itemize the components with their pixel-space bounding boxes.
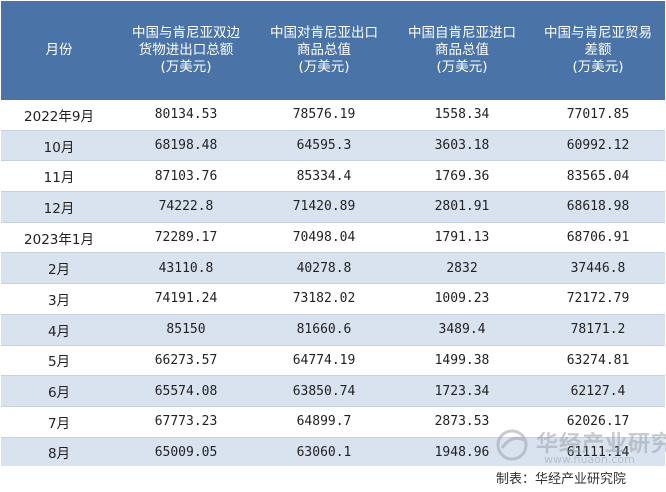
column-header-line: 商品总值 — [297, 42, 351, 58]
month-cell: 12月 — [1, 191, 117, 223]
value-cell: 61111.14 — [531, 437, 665, 469]
column-header-line: 中国与肯尼亚双边 — [132, 25, 240, 41]
footer — [0, 466, 666, 492]
column-header-1: 中国与肯尼亚双边 货物进出口总额 (万美元) — [117, 1, 255, 100]
value-cell: 60992.12 — [531, 130, 665, 162]
table-row: 10月 68198.48 64595.3 3603.18 60992.12 — [1, 130, 665, 162]
value-cell: 72172.79 — [531, 283, 665, 315]
column-header-line: 中国对肯尼亚出口 — [270, 25, 378, 41]
table-header: 月份 中国与肯尼亚双边 货物进出口总额 (万美元) 中国对肯尼亚出口 商品总值 (万美元) 中… — [1, 1, 665, 100]
column-header-line: 中国与肯尼亚贸易 — [544, 25, 652, 41]
value-cell: 1723.34 — [393, 375, 531, 407]
value-cell: 2832 — [393, 252, 531, 285]
table-row: 3月 74191.24 73182.02 1009.23 72172.79 — [1, 283, 665, 315]
value-cell: 67773.23 — [117, 406, 255, 438]
trade-table: 月份 中国与肯尼亚双边 货物进出口总额 (万美元) 中国对肯尼亚出口 商品总值 (万美元) 中… — [1, 1, 665, 469]
value-cell: 1791.13 — [393, 222, 531, 254]
table-body: 2022年9月 80134.53 78576.19 1558.34 77017.85 10… — [1, 100, 665, 469]
column-header-4: 中国与肯尼亚贸易 差额 (万美元) — [531, 1, 665, 100]
month-cell: 11月 — [1, 160, 117, 193]
column-header-line: 中国自肯尼亚进口 — [408, 25, 516, 41]
value-cell: 3603.18 — [393, 130, 531, 162]
column-header-line: (万美元) — [298, 59, 350, 75]
column-header-line: 月份 — [45, 42, 73, 58]
table-row: 2022年9月 80134.53 78576.19 1558.34 77017.85 — [1, 100, 665, 131]
value-cell: 65574.08 — [117, 375, 255, 407]
value-cell: 1558.34 — [393, 100, 531, 131]
value-cell: 72289.17 — [117, 222, 255, 254]
column-header-3: 中国自肯尼亚进口 商品总值 (万美元) — [393, 1, 531, 100]
value-cell: 1948.96 — [393, 437, 531, 469]
value-cell: 66273.57 — [117, 345, 255, 377]
month-cell: 4月 — [1, 314, 117, 346]
month-cell: 2月 — [1, 252, 117, 285]
value-cell: 68706.91 — [531, 222, 665, 254]
column-header-line: (万美元) — [160, 59, 212, 75]
column-header-line: (万美元) — [572, 59, 624, 75]
value-cell: 81660.6 — [255, 314, 393, 346]
value-cell: 68618.98 — [531, 191, 665, 223]
value-cell: 37446.8 — [531, 252, 665, 285]
value-cell: 87103.76 — [117, 160, 255, 193]
column-header-line: 货物进出口总额 — [138, 42, 234, 58]
table-row: 11月 87103.76 85334.4 1769.36 83565.04 — [1, 160, 665, 193]
value-cell: 85150 — [117, 314, 255, 346]
table-row: 5月 66273.57 64774.19 1499.38 63274.81 — [1, 345, 665, 377]
value-cell: 80134.53 — [117, 100, 255, 131]
month-cell: 7月 — [1, 406, 117, 438]
month-cell: 6月 — [1, 375, 117, 407]
column-header-2: 中国对肯尼亚出口 商品总值 (万美元) — [255, 1, 393, 100]
column-header-0: 月份 — [1, 1, 117, 100]
value-cell: 1769.36 — [393, 160, 531, 193]
value-cell: 64774.19 — [255, 345, 393, 377]
table-row: 12月 74222.8 71420.89 2801.91 68618.98 — [1, 191, 665, 223]
value-cell: 71420.89 — [255, 191, 393, 223]
value-cell: 74191.24 — [117, 283, 255, 315]
table-row: 7月 67773.23 64899.7 2873.53 62026.17 — [1, 406, 665, 438]
value-cell: 1009.23 — [393, 283, 531, 315]
value-cell: 73182.02 — [255, 283, 393, 315]
value-cell: 62026.17 — [531, 406, 665, 438]
value-cell: 40278.8 — [255, 252, 393, 285]
column-header-line: (万美元) — [436, 59, 488, 75]
value-cell: 85334.4 — [255, 160, 393, 193]
value-cell: 2873.53 — [393, 406, 531, 438]
month-cell: 2022年9月 — [1, 100, 117, 131]
table-row: 4月 85150 81660.6 3489.4 78171.2 — [1, 314, 665, 346]
value-cell: 65009.05 — [117, 437, 255, 469]
value-cell: 64595.3 — [255, 130, 393, 162]
month-cell: 3月 — [1, 283, 117, 315]
value-cell: 77017.85 — [531, 100, 665, 131]
value-cell: 1499.38 — [393, 345, 531, 377]
month-cell: 5月 — [1, 345, 117, 377]
value-cell: 64899.7 — [255, 406, 393, 438]
month-cell: 2023年1月 — [1, 222, 117, 254]
value-cell: 63060.1 — [255, 437, 393, 469]
table-row: 2月 43110.8 40278.8 2832 37446.8 — [1, 252, 665, 285]
table-row: 8月 65009.05 63060.1 1948.96 61111.14 — [1, 437, 665, 469]
header-row: 月份 中国与肯尼亚双边 货物进出口总额 (万美元) 中国对肯尼亚出口 商品总值 (万美元) 中… — [1, 1, 665, 100]
value-cell: 43110.8 — [117, 252, 255, 285]
table-row: 2023年1月 72289.17 70498.04 1791.13 68706.91 — [1, 222, 665, 254]
value-cell: 63850.74 — [255, 375, 393, 407]
value-cell: 68198.48 — [117, 130, 255, 162]
value-cell: 2801.91 — [393, 191, 531, 223]
value-cell: 70498.04 — [255, 222, 393, 254]
trade-table-container: 月份 中国与肯尼亚双边 货物进出口总额 (万美元) 中国对肯尼亚出口 商品总值 (万美元) 中… — [1, 1, 665, 469]
table-row: 6月 65574.08 63850.74 1723.34 62127.4 — [1, 375, 665, 407]
value-cell: 78576.19 — [255, 100, 393, 131]
value-cell: 63274.81 — [531, 345, 665, 377]
column-header-line: 商品总值 — [435, 42, 489, 58]
value-cell: 62127.4 — [531, 375, 665, 407]
value-cell: 3489.4 — [393, 314, 531, 346]
value-cell: 74222.8 — [117, 191, 255, 223]
value-cell: 78171.2 — [531, 314, 665, 346]
month-cell: 10月 — [1, 130, 117, 162]
month-cell: 8月 — [1, 437, 117, 469]
source-note: 制表：华经产业研究院 — [495, 472, 626, 487]
column-header-line: 差额 — [584, 42, 612, 58]
value-cell: 83565.04 — [531, 160, 665, 193]
